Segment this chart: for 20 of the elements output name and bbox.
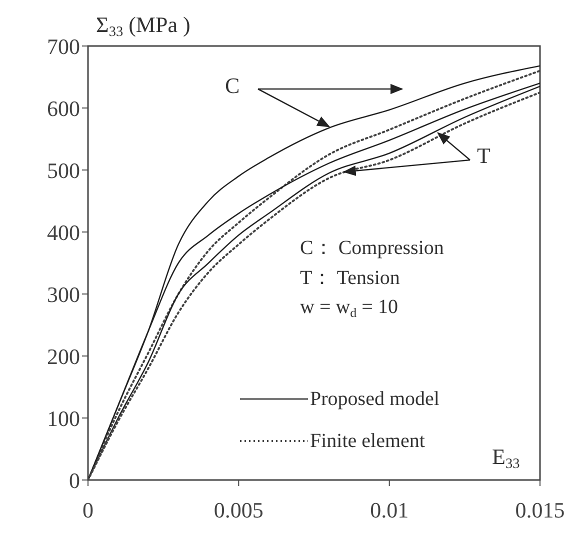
y-tick-label: 100 [47,406,80,431]
y-tick-label: 400 [47,220,80,245]
x-tick-label: 0.01 [370,498,409,523]
y-tick-label: 0 [69,468,80,493]
x-tick-label: 0.005 [214,498,264,523]
annotation: T： Tension [300,267,400,289]
legend-label: Proposed model [310,388,440,410]
y-tick-label: 500 [47,158,80,183]
y-axis-title: Σ$_{33}$ (MPa ) [96,12,190,40]
legend-label: Finite element [310,430,425,452]
y-tick-label: 600 [47,96,80,121]
x-axis-title: E$_{33}$ [492,444,520,472]
y-tick-label: 200 [47,344,80,369]
annotation: C [225,73,240,98]
annotation: C： Compression [300,237,444,259]
annotation: w = w$_{d}$ = 10 [300,296,398,320]
annotation: T [477,143,491,168]
x-tick-label: 0.015 [515,498,565,523]
y-tick-label: 300 [47,282,80,307]
y-tick-label: 700 [47,34,80,59]
